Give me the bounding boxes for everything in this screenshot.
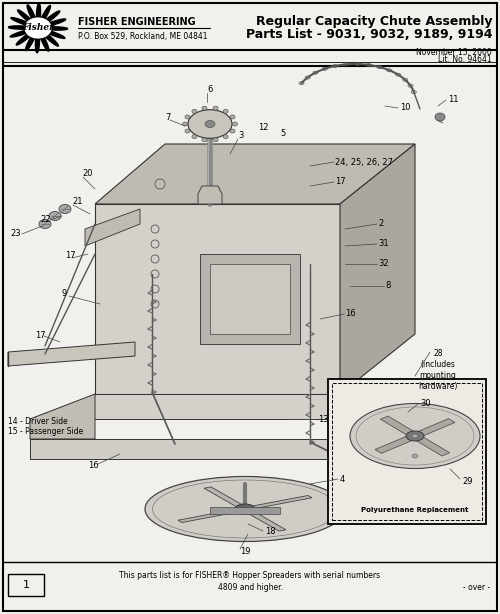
Polygon shape: [244, 510, 286, 531]
Text: 29: 29: [462, 476, 472, 486]
Text: 10: 10: [400, 104, 410, 112]
Ellipse shape: [412, 454, 418, 458]
Ellipse shape: [202, 138, 207, 142]
Text: 4: 4: [340, 475, 345, 483]
Text: 3: 3: [238, 131, 244, 141]
Text: 28
(includes
mounting
hardware): 28 (includes mounting hardware): [418, 349, 458, 391]
Polygon shape: [198, 186, 222, 204]
Text: 15 - Passenger Side: 15 - Passenger Side: [8, 427, 83, 436]
Text: 9: 9: [62, 289, 67, 298]
Polygon shape: [210, 507, 280, 514]
Polygon shape: [414, 437, 450, 456]
Text: 12: 12: [258, 123, 268, 131]
Polygon shape: [340, 439, 415, 459]
Polygon shape: [95, 144, 415, 204]
Polygon shape: [380, 416, 416, 436]
Text: This parts list is for FISHER® Hopper Spreaders with serial numbers: This parts list is for FISHER® Hopper Sp…: [120, 572, 380, 580]
Text: 1: 1: [22, 580, 30, 590]
Polygon shape: [340, 144, 415, 394]
Text: 24, 25, 26, 27: 24, 25, 26, 27: [335, 158, 393, 166]
Text: 22: 22: [40, 214, 50, 223]
Polygon shape: [248, 495, 312, 510]
Polygon shape: [204, 487, 246, 508]
Polygon shape: [8, 3, 68, 53]
Ellipse shape: [223, 134, 228, 139]
Ellipse shape: [39, 219, 51, 228]
Text: P.O. Box 529, Rockland, ME 04841: P.O. Box 529, Rockland, ME 04841: [78, 31, 208, 41]
Text: 30: 30: [420, 400, 430, 408]
Polygon shape: [8, 342, 135, 366]
Text: 17: 17: [65, 252, 76, 260]
Polygon shape: [210, 264, 290, 334]
Ellipse shape: [49, 211, 61, 220]
Text: FISHER ENGINEERING: FISHER ENGINEERING: [78, 17, 196, 27]
Text: 16: 16: [345, 309, 356, 319]
Polygon shape: [178, 508, 242, 523]
Ellipse shape: [188, 110, 232, 138]
Text: 11: 11: [448, 95, 458, 104]
Ellipse shape: [192, 109, 197, 114]
Text: 14 - Driver Side: 14 - Driver Side: [8, 417, 68, 426]
Ellipse shape: [24, 17, 52, 39]
Text: Polyurethane Replacement: Polyurethane Replacement: [361, 507, 469, 513]
Ellipse shape: [230, 115, 235, 119]
Ellipse shape: [406, 431, 424, 441]
Ellipse shape: [185, 115, 190, 119]
Ellipse shape: [59, 204, 71, 214]
Ellipse shape: [192, 134, 197, 139]
Polygon shape: [95, 204, 340, 394]
Ellipse shape: [223, 109, 228, 114]
Text: 6: 6: [207, 85, 212, 95]
Ellipse shape: [435, 113, 445, 121]
Ellipse shape: [185, 129, 190, 133]
Text: 21: 21: [72, 198, 83, 206]
Polygon shape: [30, 394, 340, 419]
Text: November 15, 2000: November 15, 2000: [416, 47, 492, 56]
Text: 20: 20: [82, 169, 92, 179]
Polygon shape: [30, 394, 95, 439]
Text: 13: 13: [318, 414, 328, 424]
Text: 16: 16: [88, 462, 99, 470]
Text: Lit. No. 94641: Lit. No. 94641: [438, 55, 492, 64]
Text: 17: 17: [335, 177, 345, 187]
Text: Fisher: Fisher: [22, 23, 54, 33]
Ellipse shape: [235, 504, 255, 514]
Ellipse shape: [205, 120, 215, 128]
Text: 2: 2: [378, 219, 384, 228]
Text: 18: 18: [265, 526, 276, 535]
Ellipse shape: [412, 434, 418, 438]
Ellipse shape: [213, 106, 218, 110]
Text: 23: 23: [10, 230, 20, 238]
Ellipse shape: [232, 122, 237, 126]
Ellipse shape: [145, 476, 345, 542]
Ellipse shape: [350, 403, 480, 468]
Text: Regular Capacity Chute Assembly: Regular Capacity Chute Assembly: [256, 15, 492, 28]
Polygon shape: [375, 436, 414, 453]
Bar: [8, 574, 44, 596]
Bar: [332, 383, 482, 520]
Ellipse shape: [213, 138, 218, 142]
Text: 8: 8: [385, 281, 390, 290]
Bar: [328, 379, 486, 524]
Text: - over -: - over -: [463, 583, 490, 593]
Text: 32: 32: [378, 260, 388, 268]
Ellipse shape: [202, 106, 207, 110]
Polygon shape: [200, 254, 300, 344]
Polygon shape: [30, 439, 415, 459]
Ellipse shape: [182, 122, 188, 126]
Text: 7: 7: [165, 112, 170, 122]
Polygon shape: [416, 419, 455, 437]
Text: 5: 5: [280, 130, 285, 139]
Text: 19: 19: [240, 548, 250, 556]
Text: Parts List - 9031, 9032, 9189, 9194: Parts List - 9031, 9032, 9189, 9194: [246, 28, 492, 41]
Ellipse shape: [230, 129, 235, 133]
Text: 17: 17: [35, 332, 45, 341]
Text: 31: 31: [378, 239, 388, 249]
Text: 4809 and higher.: 4809 and higher.: [218, 583, 282, 593]
Polygon shape: [85, 209, 140, 246]
